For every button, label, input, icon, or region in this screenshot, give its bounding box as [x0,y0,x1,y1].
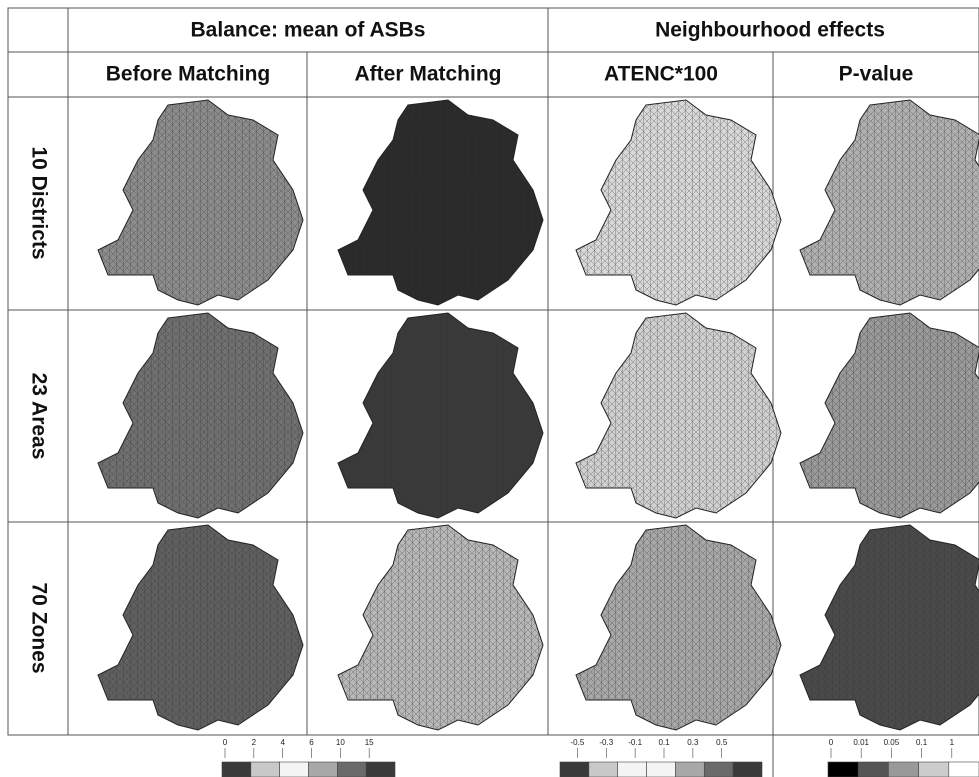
figure: Balance: mean of ASBs Neighbourhood effe… [0,0,979,777]
legend-label: 1 [950,738,955,747]
map [98,100,303,305]
map [800,313,979,518]
legend-label: 0.5 [716,738,728,747]
legend-swatch [858,762,888,777]
legend-swatch [280,762,309,777]
legend-swatch [888,762,918,777]
map [576,313,781,518]
legend-label: 15 [365,738,374,747]
row-label: 23 Areas [27,373,50,460]
legend-label: 2 [252,738,257,747]
legend-label: -0.3 [599,738,613,747]
map [576,100,781,305]
group-title: Neighbourhood effects [655,19,885,42]
legend-swatch [704,762,733,777]
column-title: ATENC*100 [604,63,718,86]
row-label: 70 Zones [27,582,50,673]
legend-swatch [366,762,395,777]
legend-label: 0 [223,738,228,747]
legend-label: 0 [829,738,834,747]
legend-label: 0.05 [884,738,900,747]
map [98,525,303,730]
map [98,313,303,518]
column-title: P-value [839,63,914,86]
legend-swatch [589,762,618,777]
legend-swatch [647,762,676,777]
legend-label: 4 [280,738,285,747]
legend-swatch [949,762,979,777]
map [338,100,543,305]
legend-label: 0.01 [853,738,869,747]
legend-swatch [560,762,589,777]
legend-label: -0.5 [571,738,585,747]
map [338,525,543,730]
column-title: After Matching [355,63,502,86]
legend-swatch [733,762,762,777]
row-label: 10 Districts [27,146,50,259]
legend-swatch [337,762,366,777]
legend-label: 10 [336,738,345,747]
legend-label: 0.1 [658,738,670,747]
legend-label: 6 [309,738,314,747]
legend-swatch [309,762,338,777]
legend-swatch [919,762,949,777]
map [576,525,781,730]
group-title: Balance: mean of ASBs [191,19,426,42]
legend-swatch [675,762,704,777]
legend-label: -0.1 [628,738,642,747]
column-title: Before Matching [106,63,271,86]
legend-label: 0.1 [916,738,928,747]
legend-label: 0.3 [687,738,699,747]
legend-swatch [618,762,647,777]
map [338,313,543,518]
legend-swatch [828,762,858,777]
map [800,100,979,305]
map [800,525,979,730]
legend-swatch [251,762,280,777]
legend-swatch [222,762,251,777]
